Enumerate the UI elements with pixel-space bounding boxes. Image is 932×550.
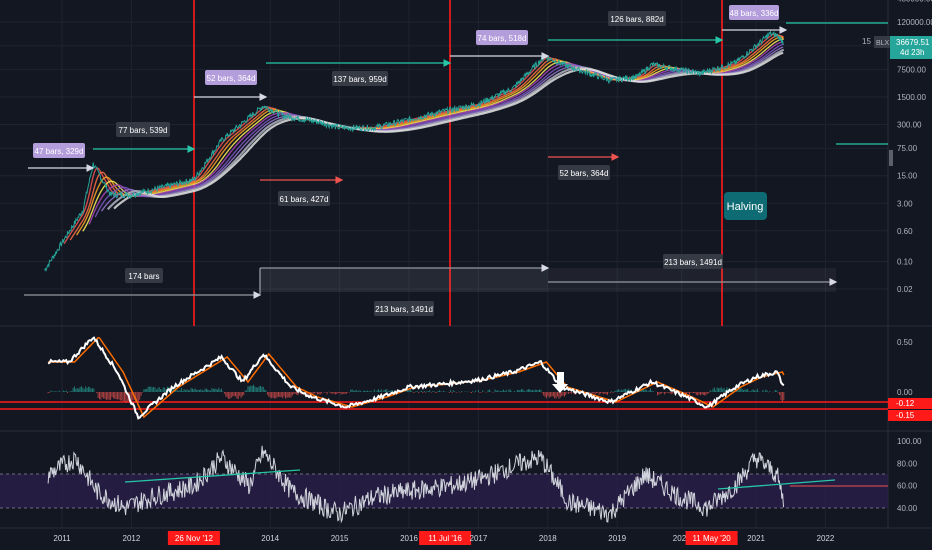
price-axis-label: 480000.00: [897, 0, 932, 3]
halving-badge-label: Halving: [727, 201, 764, 213]
time-axis-label: 2015: [331, 534, 349, 543]
ma-ribbon-line: [76, 36, 784, 236]
halving-date-label: 11 May '20: [692, 534, 731, 543]
label-box-a5: [332, 71, 388, 86]
time-axis-label: 2022: [817, 534, 835, 543]
time-axis-label: 2012: [123, 534, 141, 543]
time-axis-label: 2021: [747, 534, 765, 543]
macd-tag-2: -0.15: [896, 411, 915, 420]
grid-lines: [0, 0, 888, 528]
macd-axis-label: 0.50: [897, 338, 913, 347]
price-axis-label: 3.00: [897, 199, 913, 208]
halving-date-box: [685, 531, 738, 545]
macd-line: [47, 336, 785, 420]
macd-axis-label: 0.00: [897, 388, 913, 397]
label-box-a7: [608, 11, 666, 26]
label-box-a10: [125, 268, 163, 283]
price-tag: 15 BLX 36679.51 4d 23h: [862, 36, 932, 59]
price-tag-prefix: 15: [862, 37, 871, 46]
price-axis-label: 1500.00: [897, 93, 926, 102]
price-axis-label: 0.60: [897, 227, 913, 236]
label-box-a4: [278, 191, 330, 206]
label-box-a3: [205, 70, 257, 85]
halving-date-box: [419, 531, 472, 545]
macd-tag-box-1: [888, 398, 932, 409]
ma-ribbon-line: [88, 40, 784, 225]
price-tag-box: [890, 36, 932, 59]
label-a10: 174 bars: [128, 272, 159, 281]
label-a4: 61 bars, 427d: [280, 195, 329, 204]
label-a8: 48 bars, 336d: [730, 9, 779, 18]
ma-ribbon-line: [69, 34, 785, 241]
label-box-a1: [33, 143, 85, 158]
price-axis-label: 75.00: [897, 144, 918, 153]
label-box-a9: [558, 165, 610, 180]
ma-ribbon-line: [106, 48, 785, 211]
ma-ribbon-line: [63, 33, 784, 245]
macd-axis[interactable]: 0.50 0.00: [897, 338, 913, 397]
macd-tag-box-2: [888, 410, 932, 421]
time-axis-label: 2017: [470, 534, 488, 543]
halving-date-label: 26 Nov '12: [175, 534, 214, 543]
time-axis-label: 2016: [400, 534, 418, 543]
price-axis-label: 0.10: [897, 258, 913, 267]
price-series-line: [44, 29, 784, 272]
label-a1: 47 bars, 329d: [35, 147, 84, 156]
label-a7: 126 bars, 882d: [610, 15, 663, 24]
halving-badge: [724, 192, 767, 220]
rsi-axis-label: 100.00: [897, 437, 922, 446]
rsi-line: [47, 445, 784, 524]
time-axis-label: 2014: [261, 534, 279, 543]
symbol-box: [874, 36, 890, 48]
label-a3: 52 bars, 364d: [207, 74, 256, 83]
symbol-label: BLX: [876, 40, 890, 47]
price-axis-label: 15.00: [897, 172, 918, 181]
label-a11: 213 bars, 1491d: [375, 305, 433, 314]
label-box-a6: [476, 30, 528, 45]
ma-ribbon-line: [101, 46, 784, 212]
price-axis-label: 300.00: [897, 121, 922, 130]
annotation-labels: 47 bars, 329d 77 bars, 539d 52 bars, 364…: [33, 5, 779, 316]
macd-signal-line: [48, 336, 785, 419]
ma-ribbon-line: [94, 43, 785, 218]
time-axis-label: 2018: [539, 534, 557, 543]
label-a9: 52 bars, 364d: [560, 169, 609, 178]
macd-down-arrow: [552, 372, 568, 393]
label-box-a8: [729, 5, 779, 20]
ma-ribbon-line: [82, 38, 784, 232]
right-edge-marker: [889, 150, 893, 166]
ma-ribbon-line: [113, 51, 784, 210]
annotation-arrows: [24, 22, 888, 299]
label-box-a2: [116, 122, 170, 137]
rsi-trendline-2: [717, 479, 836, 490]
label-a6: 74 bars, 518d: [478, 34, 527, 43]
time-axis[interactable]: 2011 2012 26 Nov '12 2014 2015 2016 11 Jul '16…: [53, 531, 835, 545]
halving-date-label: 11 Jul '16: [428, 534, 462, 543]
rsi-trendline-1: [124, 469, 301, 483]
time-axis-label: 2019: [608, 534, 626, 543]
label-box-a12: [663, 254, 723, 269]
time-axis-label: 2020: [673, 534, 691, 543]
rsi-axis[interactable]: 100.00 80.00 60.00 40.00: [897, 437, 922, 513]
rsi-axis-label: 80.00: [897, 459, 918, 468]
label-a12: 213 bars, 1491d: [664, 258, 722, 267]
price-axis-label: 0.02: [897, 285, 913, 294]
price-axis-label: 120000.00: [897, 18, 932, 27]
moving-average-ribbons: [63, 33, 785, 245]
label-box-a11: [374, 301, 434, 316]
label-a5: 137 bars, 959d: [333, 75, 386, 84]
price-axis-label: 7500.00: [897, 65, 926, 74]
cycle-box-2: [548, 268, 836, 292]
time-axis-label: 2011: [53, 534, 71, 543]
price-tag-time: 4d 23h: [900, 48, 924, 57]
price-tag-value: 36679.51: [896, 38, 930, 47]
rsi-axis-label: 60.00: [897, 482, 918, 491]
label-a2: 77 bars, 539d: [119, 126, 168, 135]
rsi-axis-label: 40.00: [897, 504, 918, 513]
halving-date-box: [167, 531, 220, 545]
macd-tag-1: -0.12: [896, 399, 915, 408]
cycle-box-1: [260, 268, 548, 292]
